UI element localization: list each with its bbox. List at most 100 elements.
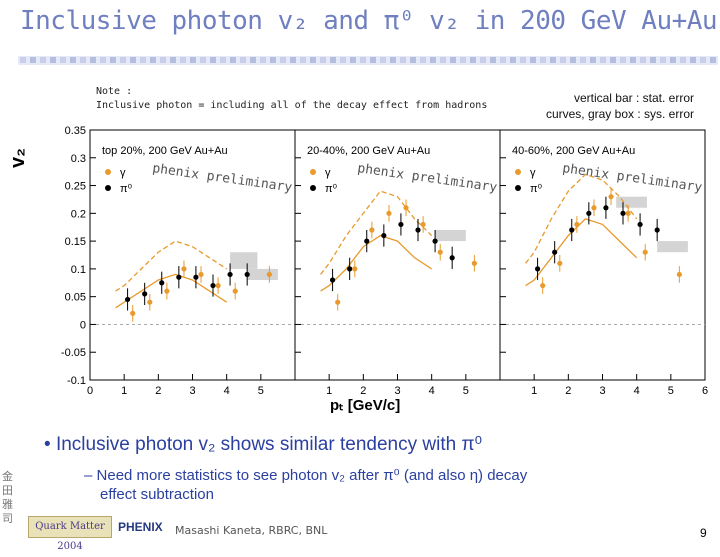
band-mark — [470, 57, 476, 63]
title-decoration-band — [18, 56, 718, 65]
band-mark — [170, 57, 176, 63]
x-tick-label: 1 — [531, 385, 537, 397]
gamma-point — [386, 210, 392, 216]
band-mark — [510, 57, 516, 63]
pi0-point — [620, 210, 626, 216]
pi0-point — [364, 238, 370, 244]
x-tick-label: 4 — [429, 385, 435, 397]
band-mark — [100, 57, 106, 63]
x-tick-label: 3 — [599, 385, 605, 397]
gamma-point — [369, 227, 375, 233]
pi0-point — [142, 291, 148, 297]
band-mark — [450, 57, 456, 63]
legend-gamma-label: γ — [120, 167, 126, 179]
panel-frame — [294, 129, 501, 381]
sys-curve-lower — [320, 234, 433, 292]
y-tick-label: 0.1 — [71, 264, 86, 276]
legend-pi0-label: π⁰ — [530, 183, 543, 195]
y-axis-title: v₂ — [7, 148, 29, 168]
panel-1: -0.1 -0.05 0 0.05 0.1 0.15 0.2 0.25 0.3 0.35 0 1 2 3 4… — [61, 125, 296, 397]
x-tick-label: 4 — [224, 385, 230, 397]
band-mark — [180, 57, 186, 63]
band-mark — [80, 57, 86, 63]
sys-curve-upper — [525, 173, 638, 264]
band-mark — [430, 57, 436, 63]
gamma-point — [147, 299, 153, 305]
pi0-point — [586, 210, 592, 216]
y-tick-label: 0.25 — [65, 181, 86, 193]
band-mark — [350, 57, 356, 63]
band-mark — [300, 57, 306, 63]
band-mark — [460, 57, 466, 63]
band-mark — [280, 57, 286, 63]
band-mark — [410, 57, 416, 63]
x-tick-label: 5 — [258, 385, 264, 397]
sys-error-box — [657, 241, 688, 253]
band-mark — [440, 57, 446, 63]
x-tick-label: 4 — [634, 385, 640, 397]
x-tick-label: 2 — [360, 385, 366, 397]
band-mark — [190, 57, 196, 63]
sys-error-box — [435, 230, 466, 242]
band-mark — [530, 57, 536, 63]
band-mark — [320, 57, 326, 63]
pi0-point — [637, 221, 643, 228]
v2-plot-panels: v₂ -0.1 -0.05 0 0.05 0.1 0.15 0.2 0.25 0.3 0.35 0 1… — [7, 125, 708, 397]
x-tick-label: 2 — [155, 385, 161, 397]
band-mark — [130, 57, 136, 63]
legend-gamma-marker — [515, 169, 521, 175]
x-tick-label: 5 — [463, 385, 469, 397]
sub-bullet-text-2: effect subtraction — [100, 486, 214, 503]
pi0-point — [159, 280, 165, 286]
pi0-point — [569, 227, 575, 233]
slide-title: Inclusive photon v₂ and π⁰ v₂ in 200 GeV… — [20, 6, 718, 36]
band-mark — [160, 57, 166, 63]
gamma-point — [471, 260, 477, 266]
band-mark — [250, 57, 256, 63]
band-mark — [690, 57, 696, 63]
band-mark — [370, 57, 376, 63]
band-mark — [150, 57, 156, 63]
legend-pi0-label: π⁰ — [325, 183, 338, 195]
band-mark — [600, 57, 606, 63]
error-legend-stat: vertical bar : stat. error — [573, 91, 694, 105]
band-mark — [330, 57, 336, 63]
panel-label: top 20%, 200 GeV Au+Au — [102, 145, 228, 157]
band-mark — [260, 57, 266, 63]
pi0-point — [398, 221, 404, 228]
gamma-point — [181, 266, 187, 272]
y-tick-label: -0.1 — [67, 375, 86, 387]
legend-pi0-marker — [105, 185, 111, 191]
gamma-point — [335, 299, 341, 305]
pi0-point — [552, 249, 558, 255]
gamma-point — [676, 271, 682, 278]
band-mark — [560, 57, 566, 63]
y-tick-label: -0.05 — [61, 347, 86, 359]
legend-pi0-marker — [515, 185, 521, 191]
band-mark — [70, 57, 76, 63]
band-mark — [640, 57, 646, 63]
pi0-point — [534, 266, 541, 272]
gamma-point — [198, 271, 204, 278]
gamma-point — [215, 282, 221, 289]
x-tick-label: 1 — [326, 385, 332, 397]
band-mark — [310, 57, 316, 63]
gamma-point — [642, 249, 648, 255]
sys-error-box — [616, 196, 647, 208]
band-mark — [50, 57, 56, 63]
footer-author: Masashi Kaneta, RBRC, BNL — [175, 524, 328, 537]
band-mark — [90, 57, 96, 63]
bullet-text: Inclusive photon v₂ shows similar tenden… — [55, 434, 483, 455]
y-tick-label: 0.3 — [71, 153, 86, 165]
sys-curve-upper — [115, 240, 228, 292]
band-mark — [360, 57, 366, 63]
band-mark — [590, 57, 596, 63]
y-tick-label: 0.15 — [65, 236, 86, 248]
error-legend-sys: curves, gray box : sys. error — [545, 107, 694, 121]
band-mark — [660, 57, 666, 63]
bullet-dot: • — [44, 434, 56, 455]
band-mark — [230, 57, 236, 63]
sub-bullet: – Need more statistics to see photon v₂ … — [84, 466, 704, 504]
x-tick-label: 0 — [87, 385, 93, 397]
